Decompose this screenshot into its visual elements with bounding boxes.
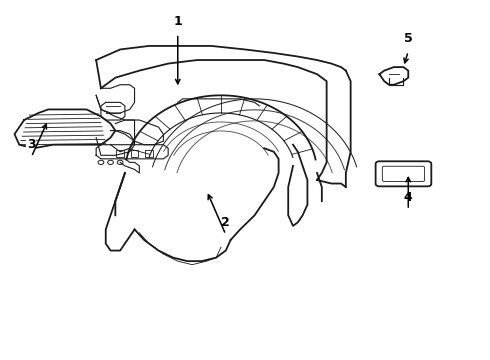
Bar	[131, 150, 138, 157]
FancyBboxPatch shape	[382, 166, 425, 181]
Text: 5: 5	[404, 32, 413, 45]
Text: 1: 1	[173, 15, 182, 28]
Bar	[145, 150, 153, 157]
Bar	[116, 150, 124, 157]
Text: 3: 3	[27, 138, 36, 151]
FancyBboxPatch shape	[376, 161, 431, 186]
Text: 4: 4	[404, 191, 413, 204]
Text: 2: 2	[221, 216, 230, 229]
